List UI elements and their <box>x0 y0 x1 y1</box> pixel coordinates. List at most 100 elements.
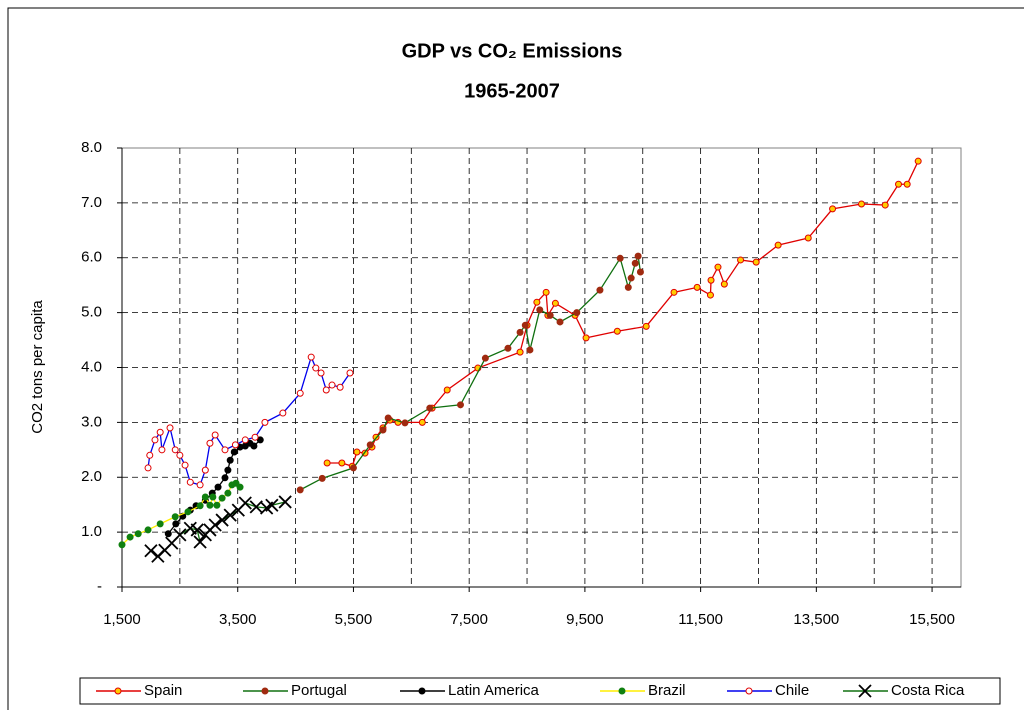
marker-stroke <box>183 521 197 535</box>
legend-label: Chile <box>775 682 809 699</box>
data-point <box>670 288 678 296</box>
data-point <box>166 424 174 432</box>
y-tick-label: 3.0 <box>81 413 102 430</box>
data-point <box>456 401 464 409</box>
y-axis-label: CO2 tons per capita <box>29 300 46 434</box>
data-point <box>156 520 164 528</box>
data-point <box>307 353 315 361</box>
chart-title: GDP vs CO₂ Emissions <box>402 40 623 62</box>
legend-label: Costa Rica <box>891 682 965 699</box>
chart-subtitle: 1965-2007 <box>464 80 560 102</box>
data-point <box>336 383 344 391</box>
data-point <box>224 466 232 474</box>
data-point <box>752 258 760 266</box>
y-tick-label: 7.0 <box>81 194 102 211</box>
data-point <box>256 436 264 444</box>
data-point <box>516 328 524 336</box>
data-point <box>624 283 632 291</box>
data-point <box>211 431 219 439</box>
y-tick-label: 2.0 <box>81 468 102 485</box>
data-point <box>164 530 172 538</box>
data-point <box>323 459 331 467</box>
data-point <box>317 369 325 377</box>
data-point <box>426 404 434 412</box>
x-tick-label: 13,500 <box>793 611 839 628</box>
marker-stroke <box>265 498 279 512</box>
x-tick-label: 9,500 <box>566 611 604 628</box>
data-point <box>172 520 180 528</box>
legend-label: Spain <box>144 682 182 699</box>
data-point <box>126 533 134 541</box>
data-point <box>312 364 320 372</box>
data-point <box>196 502 204 510</box>
data-point <box>221 446 229 454</box>
data-point <box>366 441 374 449</box>
data-point <box>349 464 357 472</box>
data-point <box>338 459 346 467</box>
data-point <box>134 530 142 538</box>
data-point <box>551 299 559 307</box>
data-point <box>353 448 361 456</box>
data-point <box>616 254 624 262</box>
x-tick-label: 3,500 <box>219 611 257 628</box>
data-point <box>279 409 287 417</box>
marker-stroke <box>858 684 872 698</box>
data-point <box>636 268 644 276</box>
data-point <box>218 494 226 502</box>
legend-marker <box>418 687 426 695</box>
data-point <box>144 544 158 558</box>
data-point <box>224 489 232 497</box>
data-point <box>379 426 387 434</box>
data-point <box>631 259 639 267</box>
data-point <box>171 513 179 521</box>
data-point <box>278 495 292 509</box>
data-point <box>261 418 269 426</box>
data-point <box>238 496 252 510</box>
data-point <box>171 446 179 454</box>
marker-stroke <box>223 508 237 522</box>
data-point <box>481 354 489 362</box>
data-point <box>144 526 152 534</box>
data-point <box>184 508 192 516</box>
data-point <box>895 180 903 188</box>
data-point <box>516 348 524 356</box>
data-point <box>774 241 782 249</box>
data-point <box>737 256 745 264</box>
data-point <box>542 288 550 296</box>
y-tick-label: 8.0 <box>81 139 102 156</box>
data-point <box>804 234 812 242</box>
legend-marker <box>261 687 269 695</box>
data-point <box>208 518 222 532</box>
chart-frame <box>7 7 1024 710</box>
y-tick-label: - <box>97 578 102 595</box>
data-point <box>693 283 701 291</box>
data-point <box>221 474 229 482</box>
data-point <box>328 381 336 389</box>
data-point <box>556 318 564 326</box>
data-point <box>190 523 204 537</box>
data-point <box>118 541 126 549</box>
x-tick-label: 1,500 <box>103 611 141 628</box>
data-point <box>829 205 837 213</box>
y-tick-label: 6.0 <box>81 249 102 266</box>
data-point <box>249 500 263 514</box>
legend-marker <box>745 687 753 695</box>
data-point <box>318 474 326 482</box>
legend-marker <box>114 687 122 695</box>
data-point <box>634 252 642 260</box>
y-tick-label: 4.0 <box>81 358 102 375</box>
data-point <box>173 528 187 542</box>
data-point <box>573 309 581 317</box>
data-point <box>231 441 239 449</box>
data-point <box>546 311 554 319</box>
data-point <box>401 419 409 427</box>
data-point <box>206 439 214 447</box>
series-line <box>327 160 919 468</box>
data-point <box>193 535 207 549</box>
data-point <box>521 321 529 329</box>
data-point <box>241 436 249 444</box>
x-tick-label: 11,500 <box>678 611 723 628</box>
legend-label: Portugal <box>291 682 347 699</box>
data-point <box>346 369 354 377</box>
